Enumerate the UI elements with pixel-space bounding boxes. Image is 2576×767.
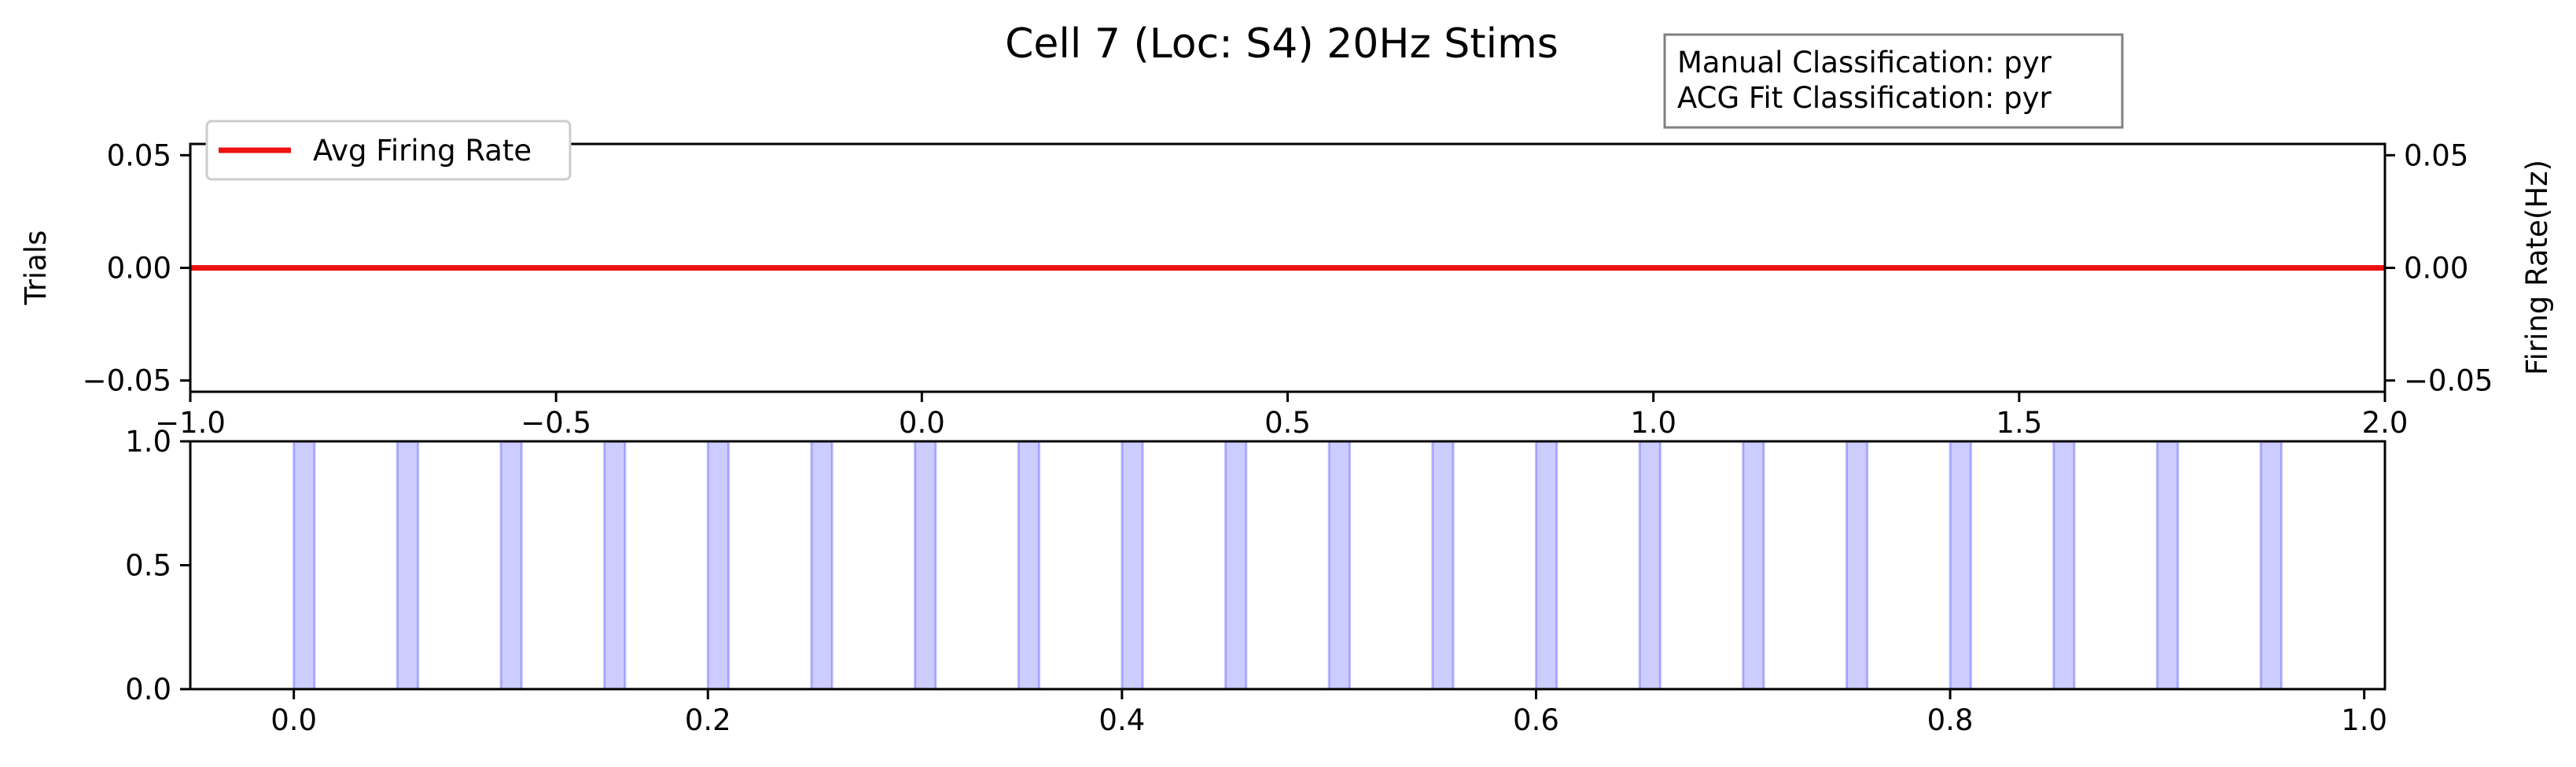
bottom-y-tick-label: 0.5 [125,549,171,583]
stim-bar [2052,440,2076,691]
stim-bar [1638,440,1662,691]
chart-title: Cell 7 (Loc: S4) 20Hz Stims [1005,20,1558,68]
top-x-tick-label: 0.5 [1264,406,1311,440]
bottom-x-tick-label: 0.0 [270,703,317,737]
stim-bar [1121,440,1144,691]
y-label-left: Trials [19,230,53,306]
stim-bar [2259,440,2283,691]
stim-bar [499,440,523,691]
stim-bar [1431,440,1455,691]
top-x-tick-label: 1.0 [1630,406,1676,440]
top-y-ticks-left: −0.05 0.00 0.05 [83,138,190,398]
top-y-tick-label-right: −0.05 [2404,364,2493,398]
stim-bar [293,440,316,691]
stim-bar [603,440,627,691]
stim-bar [1224,440,1248,691]
stim-bar [706,440,730,691]
bottom-x-tick-label: 1.0 [2341,703,2387,737]
top-y-tick-label-right: 0.00 [2404,252,2468,286]
stim-bar [1017,440,1041,691]
bottom-x-tick-label: 0.4 [1098,703,1145,737]
classification-box: Manual Classification: pyr ACG Fit Class… [1663,33,2124,129]
bottom-x-tick-label: 0.8 [1927,703,1974,737]
stim-bar [1845,440,1869,691]
firing-rate-axes: −1.0 −0.5 0.0 0.5 1.0 1.5 2.0 −0.05 0.00 0.05 −0… [19,120,2554,440]
stimulus-axes: 0.0 0.2 0.4 0.6 0.8 1.0 0.0 0.5 1.0 [125,425,2387,737]
top-x-tick-label: 1.5 [1996,406,2042,440]
top-x-tick-label: −0.5 [521,406,591,440]
manual-classification-text: Manual Classification: pyr [1677,46,2052,79]
bottom-x-tick-label: 0.2 [685,703,731,737]
stim-bar [1534,440,1558,691]
stim-bar [914,440,937,691]
top-y-tick-label-left: 0.00 [107,252,171,286]
bottom-x-tick-label: 0.6 [1513,703,1559,737]
acg-classification-text: ACG Fit Classification: pyr [1677,81,2052,115]
stim-bar [2155,440,2180,691]
bottom-x-ticks: 0.0 0.2 0.4 0.6 0.8 1.0 [270,689,2387,737]
bottom-y-tick-label: 1.0 [125,425,171,459]
legend-frame [205,120,572,181]
top-x-tick-label: −1.0 [155,406,226,440]
top-x-tick-label: 2.0 [2362,406,2409,440]
bottom-y-ticks: 0.0 0.5 1.0 [125,425,190,706]
top-y-tick-label-left: −0.05 [83,364,171,398]
stim-bar [1949,440,1972,691]
top-y-tick-label-right: 0.05 [2404,138,2468,172]
legend-label-avg-firing-rate: Avg Firing Rate [313,134,532,168]
stim-bar [810,440,834,691]
stim-bar [1742,440,1765,691]
stimulus-bars [293,440,2283,691]
stim-bar [396,440,420,691]
legend: Avg Firing Rate [205,120,572,181]
top-x-tick-label: 0.0 [899,406,945,440]
y-label-right: Firing Rate(Hz) [2520,160,2554,375]
bottom-y-tick-label: 0.0 [125,673,171,706]
top-y-ticks-right: −0.05 0.00 0.05 [2385,138,2493,398]
top-y-tick-label-left: 0.05 [107,138,171,172]
top-x-ticks: −1.0 −0.5 0.0 0.5 1.0 1.5 2.0 [155,392,2408,440]
stim-bar [1327,440,1351,691]
